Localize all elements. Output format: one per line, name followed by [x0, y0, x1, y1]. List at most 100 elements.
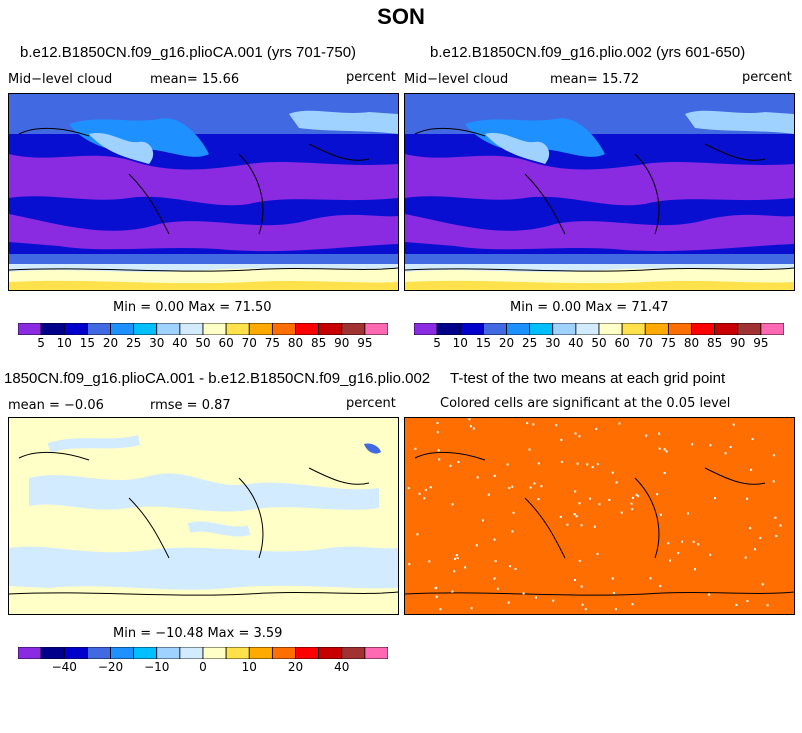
nonsignificant-cell	[584, 608, 587, 611]
nonsignificant-cell	[468, 418, 471, 421]
nonsignificant-cell	[656, 493, 659, 496]
nonsignificant-cell	[596, 463, 599, 466]
nonsignificant-cell	[709, 444, 712, 447]
nonsignificant-cell	[464, 566, 467, 569]
colorbar-swatch	[552, 323, 577, 335]
nonsignificant-cell	[423, 497, 426, 500]
nonsignificant-cell	[455, 554, 458, 557]
nonsignificant-cell	[555, 424, 558, 427]
nonsignificant-cell	[493, 474, 496, 477]
colorbar-swatch	[737, 323, 762, 335]
rmse-label-bottom-left: rmse = 0.87	[150, 398, 231, 413]
nonsignificant-cell	[667, 542, 670, 545]
nonsignificant-cell	[746, 600, 749, 602]
colorbar-swatch	[644, 323, 669, 335]
nonsignificant-cell	[631, 603, 634, 606]
nonsignificant-cell	[596, 552, 599, 555]
colorbar-tick-label: 20	[102, 336, 119, 350]
nonsignificant-cell	[681, 540, 683, 543]
nonsignificant-cell	[454, 557, 456, 560]
colorbar-swatch	[225, 647, 250, 659]
mean-label-bottom-left: mean = −0.06	[8, 398, 104, 413]
nonsignificant-cell	[456, 557, 459, 559]
nonsignificant-cell	[612, 592, 615, 594]
nonsignificant-cell	[496, 587, 499, 590]
nonsignificant-cell	[618, 422, 621, 425]
nonsignificant-cell	[407, 487, 410, 490]
colorbar-swatch	[133, 323, 158, 335]
colorbar-swatch	[575, 323, 600, 335]
nonsignificant-cell	[573, 513, 576, 516]
panel-title-top-right: b.e12.B1850CN.f09_g16.plio.002 (yrs 601-…	[430, 44, 746, 61]
colorbar-tick-label: 5	[37, 336, 45, 350]
nonsignificant-cell	[637, 495, 640, 498]
nonsignificant-cell	[631, 496, 634, 499]
nonsignificant-cell	[677, 552, 680, 554]
colorbar-tick-label: 5	[433, 336, 441, 350]
nonsignificant-cell	[766, 604, 769, 607]
nonsignificant-cell	[694, 568, 696, 571]
cloud-map-top-left	[9, 94, 398, 290]
nonsignificant-cell	[482, 519, 484, 522]
colorbar-swatch	[506, 323, 531, 335]
colorbar-tick-label: 30	[149, 336, 165, 350]
colorbar-swatch	[691, 323, 716, 335]
colorbar-swatch	[482, 323, 507, 335]
nonsignificant-cell	[714, 497, 716, 500]
colorbar-tick-label: 80	[287, 336, 304, 350]
nonsignificant-cell	[724, 452, 727, 455]
panel-title-bottom-left: 1850CN.f09_g16.plioCA.001 - b.e12.B1850C…	[4, 370, 431, 387]
colorbar-swatch	[341, 647, 366, 659]
colorbar-tick-label: −10	[144, 660, 170, 674]
nonsignificant-cell	[735, 603, 738, 606]
colorbar-tick-label: 15	[79, 336, 96, 350]
nonsignificant-cell	[659, 513, 662, 516]
colorbar-swatch	[86, 323, 111, 335]
colorbar-swatch	[40, 647, 65, 659]
nonsignificant-cell	[750, 468, 753, 471]
nonsignificant-cell	[424, 488, 427, 491]
nonsignificant-cell	[533, 482, 536, 485]
colorbar-tick-label: 50	[591, 336, 607, 350]
colorbar-swatch	[179, 647, 204, 659]
nonsignificant-cell	[611, 577, 614, 580]
nonsignificant-cell	[575, 515, 578, 518]
nonsignificant-cell	[528, 448, 531, 451]
colorbar-tick-label: −40	[51, 660, 77, 674]
colorbar-swatch	[156, 647, 181, 659]
nonsignificant-cell	[435, 595, 438, 598]
significance-note: Colored cells are significant at the 0.0…	[440, 396, 731, 411]
nonsignificant-cell	[494, 560, 497, 563]
nonsignificant-cell	[687, 512, 689, 515]
nonsignificant-cell	[552, 599, 555, 602]
nonsignificant-cell	[663, 448, 666, 451]
nonsignificant-cell	[751, 438, 754, 441]
nonsignificant-cell	[749, 527, 752, 530]
colorbar-swatch	[459, 323, 484, 335]
colorbar-tick-label: 10	[56, 336, 72, 350]
nonsignificant-cell	[560, 460, 563, 463]
colorbar-tick-label: 25	[521, 336, 538, 350]
nonsignificant-cell	[451, 590, 454, 593]
colorbar-top-left	[18, 323, 388, 335]
nonsignificant-cell	[511, 485, 514, 488]
colorbar-swatch	[40, 323, 65, 335]
colorbar-swatch	[295, 323, 320, 335]
colorbar-tick-label: 20	[287, 660, 304, 674]
nonsignificant-cell	[509, 565, 512, 568]
nonsignificant-cell	[512, 511, 515, 514]
colorbar-tick-label: 75	[264, 336, 281, 350]
nonsignificant-cell	[540, 485, 543, 488]
nonsignificant-cell	[493, 538, 496, 541]
colorbar-bottom-left	[18, 647, 388, 659]
nonsignificant-cell	[663, 471, 666, 474]
nonsignificant-cell	[475, 544, 478, 547]
cloud-map-top-right	[405, 94, 794, 290]
units-label-bottom-left: percent	[346, 396, 396, 411]
colorbar-swatch	[18, 647, 42, 659]
nonsignificant-cell	[631, 508, 634, 511]
nonsignificant-cell	[669, 559, 672, 562]
nonsignificant-cell	[775, 535, 778, 537]
nonsignificant-cell	[744, 556, 747, 559]
map-bottom-left	[8, 417, 399, 615]
